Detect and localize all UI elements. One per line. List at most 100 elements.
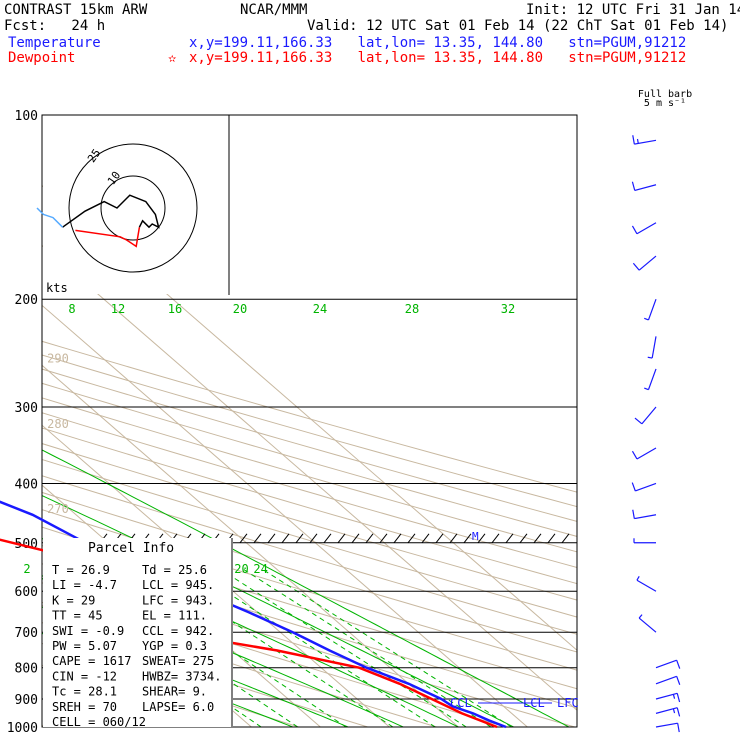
hatch-mark (561, 533, 570, 544)
temperature-legend: Temperature (8, 35, 101, 51)
hatch-mark (253, 533, 262, 544)
moist-adiabat-label: 12 (111, 302, 125, 316)
barb-flag (631, 450, 638, 460)
hatch-mark (491, 533, 500, 544)
hatch-mark (407, 533, 416, 544)
mixing-ratio-line (149, 567, 394, 727)
hodograph-mid-layer (62, 194, 160, 229)
wind-barb (655, 659, 681, 669)
moist-adiabat-label: 20 (233, 302, 247, 316)
wind-barb (632, 255, 657, 271)
barb-staff (655, 692, 678, 700)
wind-barb (631, 447, 657, 460)
parcel-row-right: CCL = 942. (142, 624, 214, 638)
moist-adiabat-label: 16 (168, 302, 182, 316)
barb-flag (636, 576, 640, 581)
barb-flag (632, 509, 635, 519)
hatch-mark (449, 533, 458, 544)
dewpoint-marker-icon: ✫ (168, 50, 177, 66)
dry-adiabat-line (42, 582, 506, 727)
parcel-row-left: PW = 5.07 (52, 639, 117, 653)
parcel-row-left: Tc = 28.1 (52, 685, 117, 699)
moist-adiabat-line (42, 606, 349, 727)
parcel-row-right: SWEAT= 275 (142, 654, 214, 668)
hatch-mark (477, 533, 486, 544)
theta-labels: 370380390400410420430440290280270 (47, 352, 69, 516)
barb-flag (638, 614, 643, 619)
moist-adiabat-label: 8 (68, 302, 75, 316)
parcel-row-right: HWBZ= 3734. (142, 669, 221, 683)
lcl-label: LCL (523, 696, 545, 710)
parcel-row-left: T = 26.9 (52, 563, 110, 577)
barb-staff (655, 659, 677, 669)
pressure-tick-label: 400 (15, 477, 38, 492)
moist-adiabat-label: 28 (405, 302, 419, 316)
wind-barb (638, 614, 657, 633)
dewpoint-legend: Dewpoint (8, 50, 76, 66)
barb-staff (651, 336, 657, 359)
hatch-mark (281, 533, 290, 544)
pressure-tick-label: 900 (15, 693, 38, 708)
hodograph-panel (43, 116, 229, 294)
hatch-mark (435, 533, 444, 544)
parcel-title: Parcel Info (88, 541, 174, 556)
forecast-hour: Fcst: 24 h (4, 18, 106, 34)
hatch-mark (365, 533, 374, 544)
barb-staff (641, 406, 657, 425)
parcel-row-left: CAPE = 1617 (52, 654, 131, 668)
hodograph-ring (68, 143, 198, 273)
barb-flag (676, 676, 681, 685)
hatch-mark (393, 533, 402, 544)
barb-legend-title: Full barb (638, 89, 692, 100)
mixing-ratio-label: 20 (234, 562, 248, 576)
organization: NCAR/MMM (240, 2, 308, 18)
theta-side-label: 270 (47, 502, 69, 516)
wind-barb (634, 406, 657, 425)
hatch-mark (379, 533, 388, 544)
barb-flag (672, 708, 676, 714)
dry-adiabat-line (42, 475, 577, 635)
parcel-row-left: SWI = -0.9 (52, 624, 124, 638)
model-title: CONTRAST 15km ARW (4, 2, 148, 18)
hatch-mark (463, 533, 472, 544)
barb-staff (634, 514, 657, 520)
isotherm-line (42, 304, 528, 727)
hodograph-units: kts (46, 281, 68, 295)
wind-barb (644, 299, 657, 321)
wind-barb (631, 482, 657, 492)
temperature-station-info: x,y=199.11,166.33 lat,lon= 13.35, 144.80… (189, 35, 687, 51)
barb-staff (635, 482, 657, 492)
barb-staff (636, 579, 657, 592)
valid-time: Valid: 12 UTC Sat 01 Feb 14 (22 ChT Sat … (307, 18, 729, 34)
barb-flag (676, 693, 681, 703)
barb-flag (636, 138, 639, 144)
barb-staff (647, 299, 657, 321)
mixing-ratio-line (260, 567, 512, 727)
hodograph-low-layer (75, 227, 141, 248)
barb-flag (647, 356, 653, 359)
pressure-tick-label: 200 (15, 293, 38, 308)
isotherm-line (42, 424, 390, 727)
parcel-row-left: TT = 45 (52, 609, 103, 623)
pressure-tick-label: 100 (15, 109, 38, 124)
barb-flag (676, 659, 681, 669)
barb-legend-units: 5 m s⁻¹ (644, 98, 686, 109)
hatch-mark (267, 533, 276, 544)
hatch-mark (547, 533, 556, 544)
parcel-info-box: Parcel Info T = 26.9 Td = 25.6 LI = -4.7 LCL… (43, 538, 233, 729)
barb-flag (632, 135, 635, 145)
barb-staff (655, 722, 678, 728)
wind-barb (632, 509, 657, 520)
barb-flag (634, 417, 643, 425)
ccl-label: CCL (450, 696, 472, 710)
parcel-row-right: EL = 111. (142, 609, 207, 623)
parcel-row-right: LAPSE= 6.0 (142, 700, 214, 714)
hatch-mark (337, 533, 346, 544)
barb-staff (634, 184, 657, 192)
barb-staff (655, 707, 678, 714)
wind-barb (644, 368, 657, 391)
parcel-row-right: Td = 25.6 (142, 563, 207, 577)
